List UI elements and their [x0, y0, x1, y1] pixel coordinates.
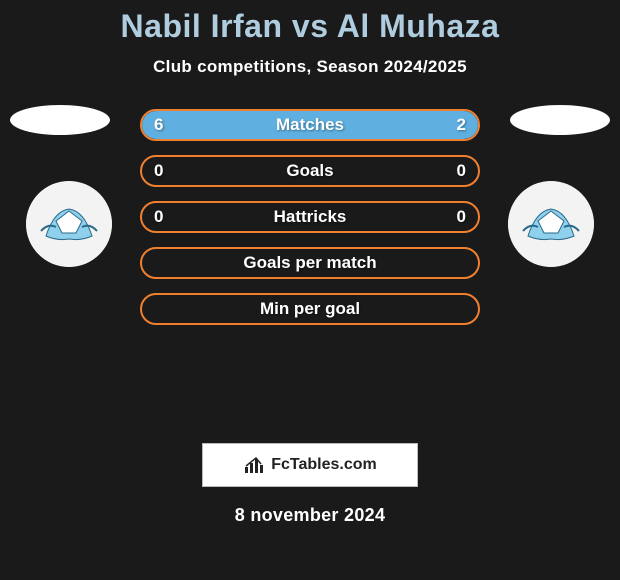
player-badge-left — [10, 105, 110, 135]
stat-value-right: 2 — [457, 115, 466, 135]
brand-text: FcTables.com — [271, 456, 377, 474]
stat-label: Matches — [142, 115, 478, 135]
subtitle: Club competitions, Season 2024/2025 — [0, 57, 620, 77]
stat-value-left: 6 — [154, 115, 163, 135]
club-crest-icon — [26, 181, 112, 267]
stat-label: Hattricks — [142, 207, 478, 227]
stat-value-left: 0 — [154, 207, 163, 227]
stat-value-left: 0 — [154, 161, 163, 181]
stat-value-right: 0 — [457, 207, 466, 227]
stat-value-right: 0 — [457, 161, 466, 181]
stat-label: Goals — [142, 161, 478, 181]
club-logo-left — [26, 181, 112, 267]
date-text: 8 november 2024 — [0, 505, 620, 526]
stat-label: Goals per match — [142, 253, 478, 273]
stat-row: Goals0 0 — [140, 155, 480, 187]
stat-row: Goals per match — [140, 247, 480, 279]
content-area: Matches62Goals00Hattricks00Goals per mat… — [0, 109, 620, 439]
stat-row: Hattricks0 0 — [140, 201, 480, 233]
stat-bars: Matches62Goals00Hattricks00Goals per mat… — [140, 109, 480, 339]
page-title: Nabil Irfan vs Al Muhaza — [0, 8, 620, 45]
stat-row: Min per goal — [140, 293, 480, 325]
club-logo-right — [508, 181, 594, 267]
bar-chart-icon — [243, 455, 267, 475]
club-crest-icon — [508, 181, 594, 267]
stat-label: Min per goal — [142, 299, 478, 319]
player-badge-right — [510, 105, 610, 135]
brand-footer[interactable]: FcTables.com — [202, 443, 418, 487]
comparison-card: Nabil Irfan vs Al Muhaza Club competitio… — [0, 0, 620, 526]
stat-row: Matches6 2 — [140, 109, 480, 141]
